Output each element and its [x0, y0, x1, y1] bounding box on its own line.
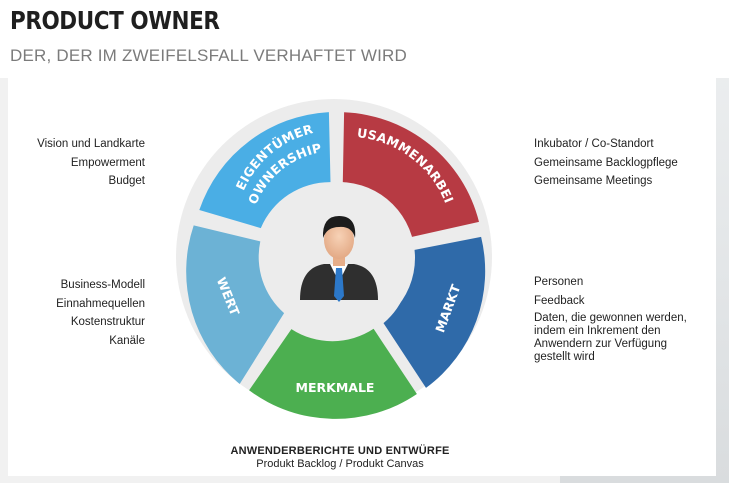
list-item: Gemeinsame Backlogpflege	[534, 156, 678, 169]
list-item: Business-Modell	[60, 279, 145, 291]
list-item: Vision und Landkarte	[37, 138, 145, 150]
segment-ownership	[199, 112, 331, 229]
list-item: Einnahmequellen	[56, 297, 145, 310]
note-line: indem ein Inkrement den	[534, 325, 661, 337]
note-line: gestellt wird	[534, 351, 595, 363]
diagram-caption: ANWENDERBERICHTE UND ENTWÜRFE Produkt Ba…	[160, 445, 520, 471]
value-list: Business-Modell Einnahmequellen Kostenst…	[56, 276, 145, 350]
segment-label-ownership-2: (OWNERSHIP)	[0, 0, 323, 207]
page-subtitle: DER, DER IM ZWEIFELSFALL VERHAFTET WIRD	[10, 46, 407, 65]
ownership-list: Vision und Landkarte Empowerment Budget	[37, 135, 145, 191]
note-line: Daten, die gewonnen werden,	[534, 312, 687, 324]
collaboration-list: Inkubator / Co-Standort Gemeinsame Backl…	[534, 135, 678, 191]
list-item: Personen	[534, 276, 584, 288]
list-item: Budget	[108, 175, 145, 187]
businessman-icon	[300, 216, 378, 302]
segment-market	[383, 236, 486, 388]
list-item: Kanäle	[109, 334, 145, 347]
caption-subheading: Produkt Backlog / Produkt Canvas	[256, 458, 424, 470]
market-list: Personen Feedback Daten, die gewonnen we…	[534, 273, 687, 364]
page-title: PRODUCT OWNER	[10, 6, 220, 35]
list-item: Feedback	[534, 294, 585, 307]
note-line: Anwendern zur Verfügung	[534, 338, 667, 350]
segment-collaboration	[342, 112, 479, 238]
list-item: Empowerment	[70, 156, 145, 169]
segment-value	[186, 225, 285, 384]
market-note: Daten, die gewonnen werden, indem ein In…	[534, 312, 687, 364]
segment-label-features: MERKMALE	[296, 380, 375, 395]
list-item: Kostenstruktur	[70, 316, 145, 328]
slide-header: PRODUCT OWNER DER, DER IM ZWEIFELSFALL V…	[0, 0, 729, 78]
segment-features	[249, 328, 417, 419]
caption-heading: ANWENDERBERICHTE UND ENTWÜRFE	[230, 445, 450, 457]
list-item: Inkubator / Co-Standort	[534, 138, 654, 150]
list-item: Gemeinsame Meetings	[534, 175, 653, 187]
